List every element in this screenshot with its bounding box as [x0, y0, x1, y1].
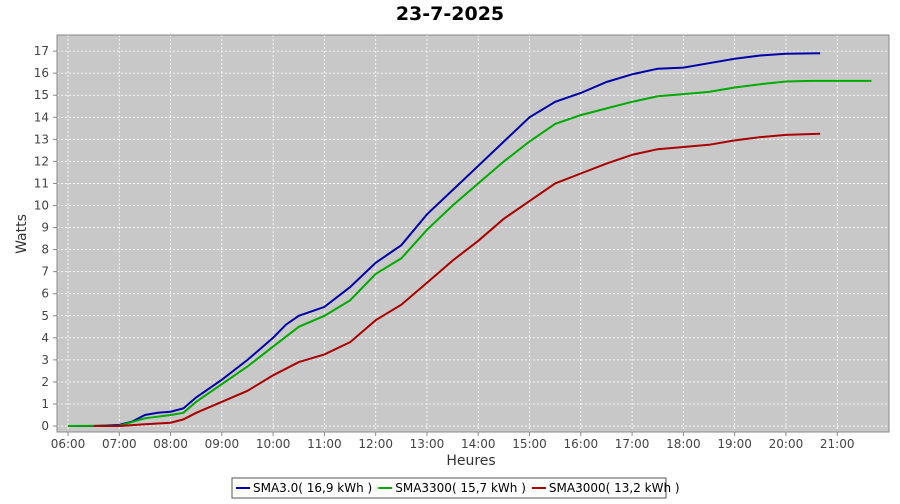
- x-tick-label: 08:00: [153, 437, 188, 451]
- y-tick-label: 0: [41, 419, 49, 433]
- y-tick-label: 14: [34, 110, 49, 124]
- x-tick-label: 11:00: [307, 437, 342, 451]
- y-axis-label: Watts: [14, 214, 30, 254]
- x-tick-label: 09:00: [205, 437, 240, 451]
- y-tick-label: 4: [41, 331, 49, 345]
- x-tick-label: 19:00: [717, 437, 752, 451]
- legend: [231, 477, 667, 499]
- y-tick-label: 9: [41, 221, 49, 235]
- x-tick-label: 16:00: [564, 437, 599, 451]
- x-tick-label: 14:00: [461, 437, 496, 451]
- y-tick-label: 2: [41, 375, 49, 389]
- x-tick-label: 20:00: [769, 437, 804, 451]
- x-tick-label: 06:00: [51, 437, 86, 451]
- x-axis-label: Heures: [446, 453, 495, 469]
- plot-border: [56, 34, 890, 433]
- legend-label: SMA3300( 15,7 kWh ): [395, 481, 526, 495]
- y-tick-label: 15: [34, 88, 49, 102]
- legend-label: SMA3000( 13,2 kWh ): [549, 481, 680, 495]
- x-tick-label: 10:00: [256, 437, 291, 451]
- y-tick-label: 6: [41, 287, 49, 301]
- y-tick-label: 1: [41, 397, 49, 411]
- x-tick-label: 07:00: [102, 437, 137, 451]
- plot-area: [57, 35, 889, 432]
- series-line: [93, 132, 821, 427]
- y-tick-label: 16: [34, 66, 49, 80]
- x-tick-label: 18:00: [666, 437, 701, 451]
- x-tick-label: 15:00: [512, 437, 547, 451]
- legend-label: SMA3.0( 16,9 kWh ): [253, 481, 372, 495]
- y-tick-label: 5: [41, 309, 49, 323]
- x-tick-label: 21:00: [820, 437, 855, 451]
- series-line: [68, 52, 821, 427]
- y-tick-label: 8: [41, 243, 49, 257]
- y-tick-label: 10: [34, 198, 49, 212]
- y-tick-label: 11: [34, 176, 49, 190]
- chart-title: 23-7-2025: [396, 3, 504, 25]
- y-tick-label: 3: [41, 353, 49, 367]
- series-line: [67, 79, 872, 427]
- y-tick-label: 13: [34, 132, 49, 146]
- y-tick-label: 12: [34, 154, 49, 168]
- x-tick-label: 13:00: [410, 437, 445, 451]
- x-tick-label: 12:00: [358, 437, 393, 451]
- x-tick-label: 17:00: [615, 437, 650, 451]
- y-tick-label: 7: [41, 265, 49, 279]
- y-tick-label: 17: [34, 44, 49, 58]
